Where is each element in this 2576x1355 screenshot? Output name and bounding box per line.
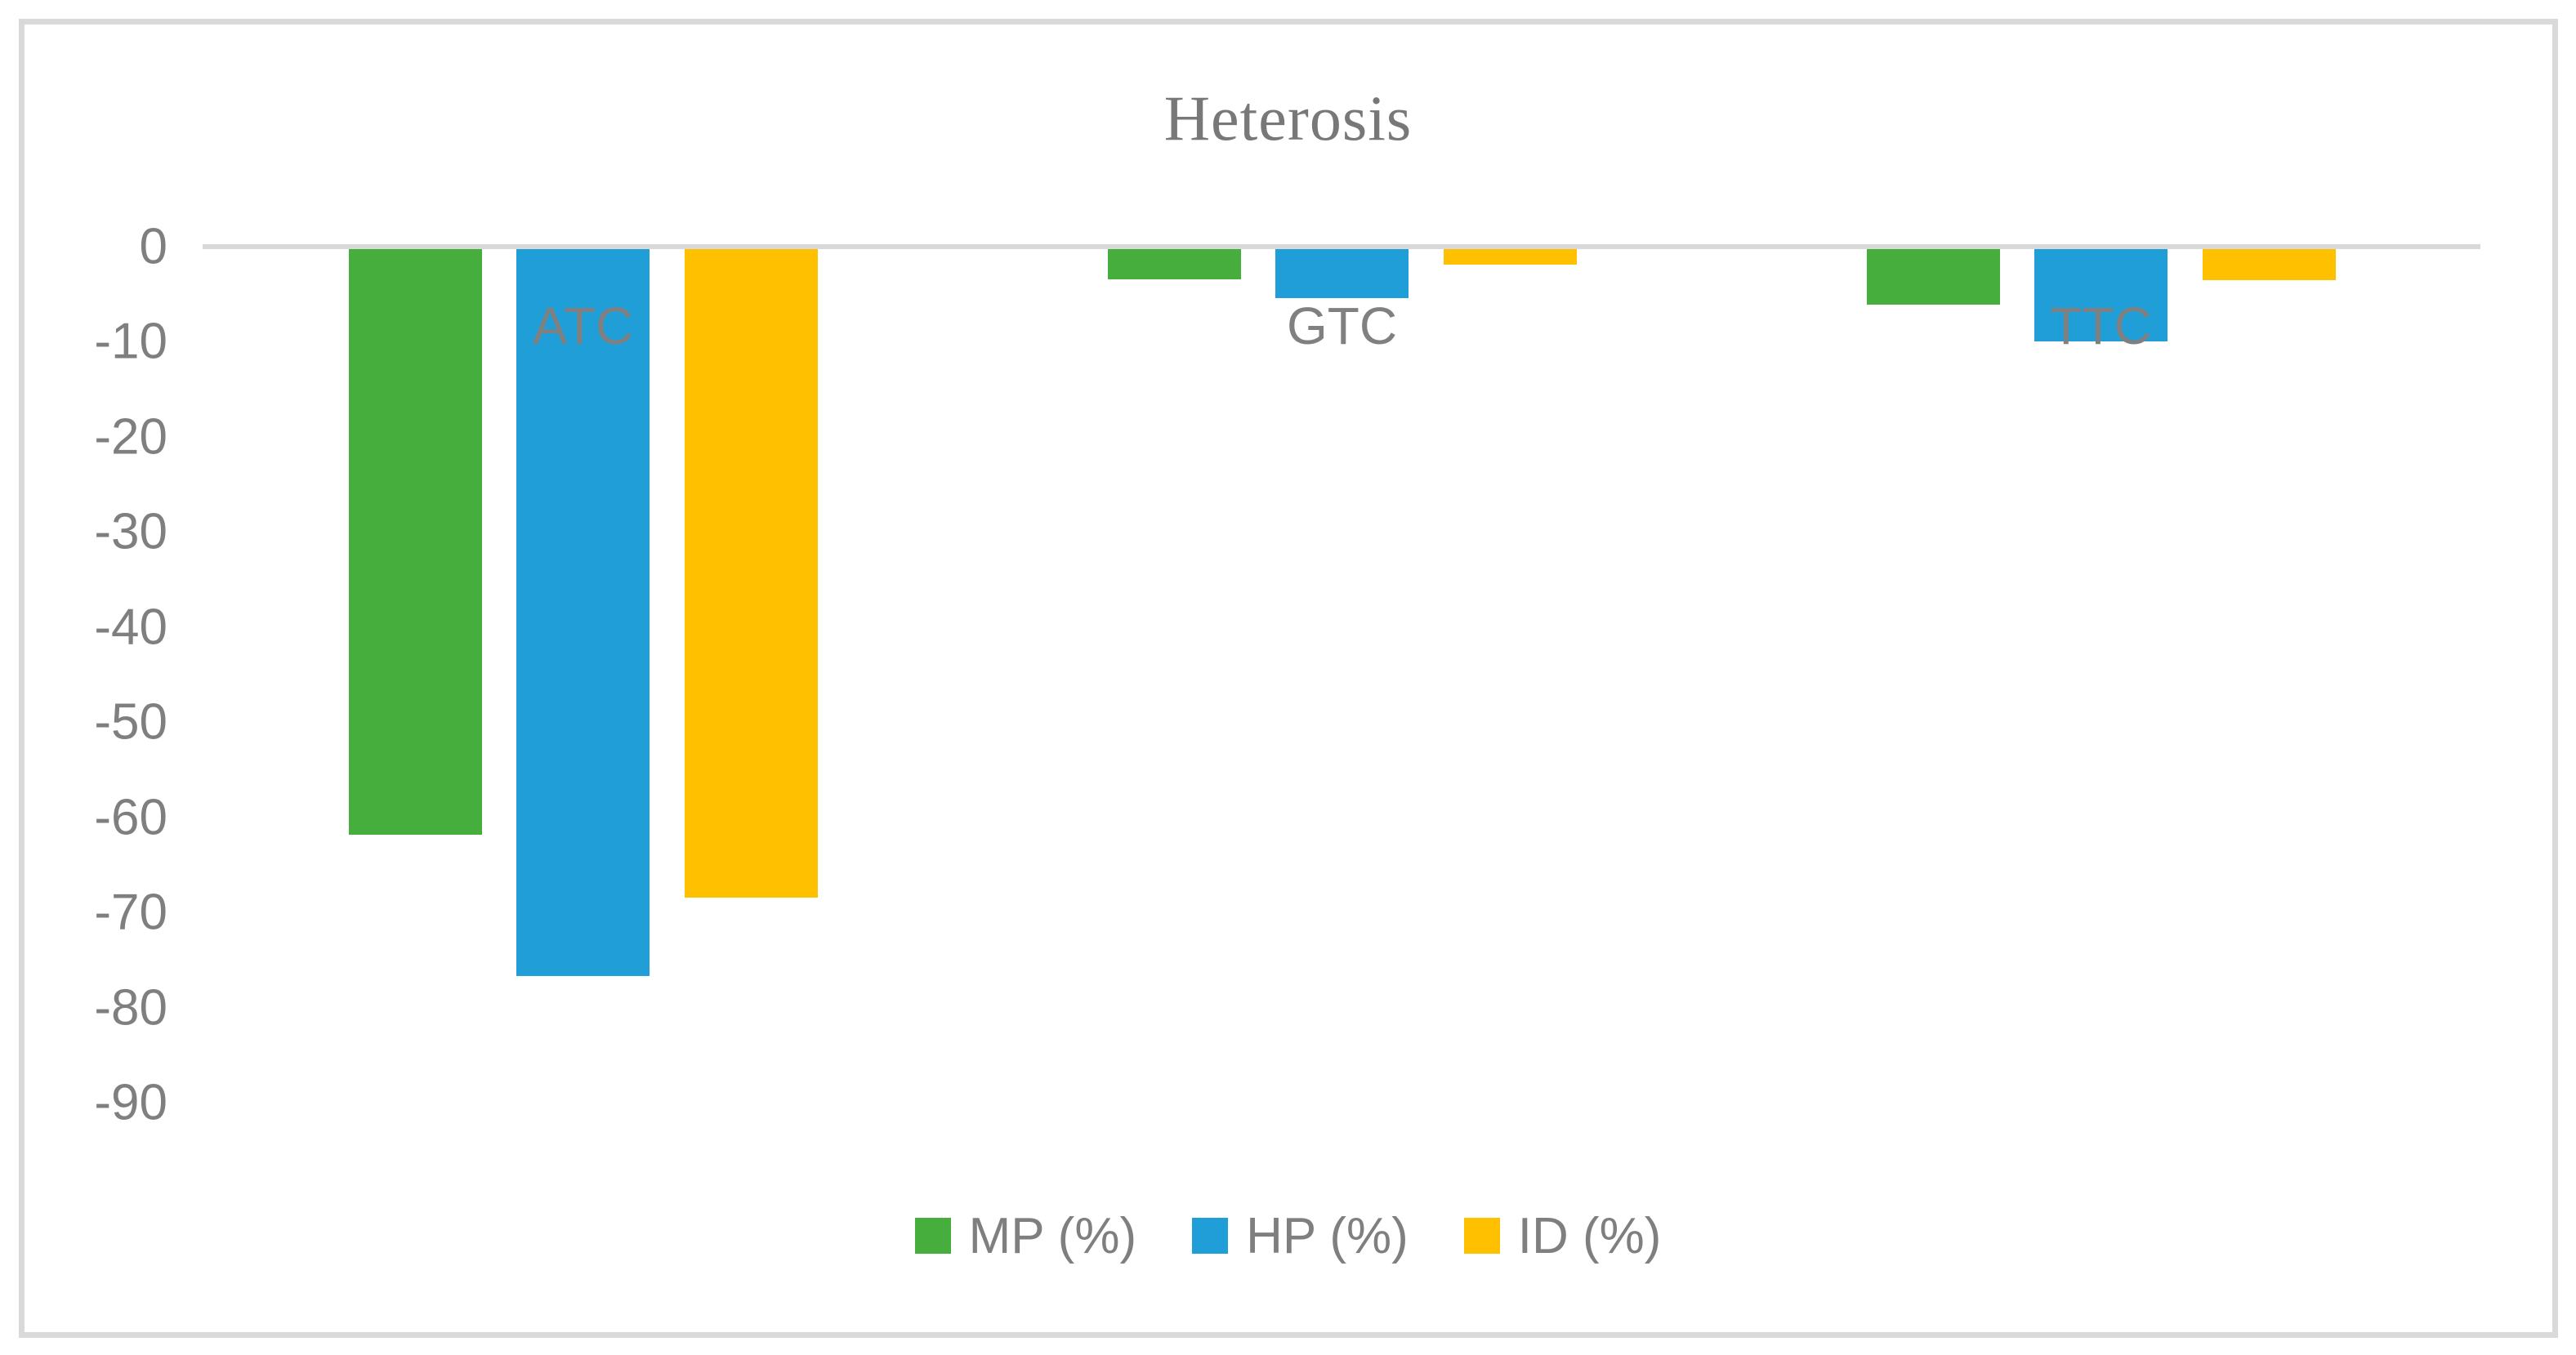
y-tick-label: 0: [139, 218, 167, 275]
legend-label: MP (%): [968, 1207, 1137, 1264]
legend-swatch-hp: [1192, 1218, 1229, 1254]
y-tick-label: -10: [94, 313, 167, 370]
y-tick-label: -80: [94, 979, 167, 1036]
legend-label: HP (%): [1246, 1207, 1409, 1264]
bar-gtc-mp: [1108, 249, 1241, 279]
legend-item-hp: HP (%): [1192, 1207, 1409, 1265]
legend-item-id: ID (%): [1463, 1207, 1662, 1265]
category-label-atc: ATC: [532, 296, 634, 355]
y-tick-label: -90: [94, 1074, 167, 1131]
bar-gtc-id: [1444, 249, 1577, 265]
zero-axis-line: [203, 244, 2480, 249]
y-tick-label: -30: [94, 503, 167, 560]
y-tick-label: -50: [94, 693, 167, 751]
category-label-gtc: GTC: [1286, 296, 1398, 355]
legend-swatch-id: [1463, 1218, 1500, 1254]
chart-title: Heterosis: [1163, 82, 1413, 154]
y-tick-label: -60: [94, 789, 167, 846]
bar-atc-id: [685, 249, 818, 898]
bar-ttc-id: [2203, 249, 2336, 280]
y-tick-label: -20: [94, 408, 167, 466]
chart-legend: MP (%) HP (%) ID (%): [0, 1208, 2576, 1264]
bar-gtc-hp: [1275, 249, 1409, 298]
legend-swatch-mp: [914, 1218, 951, 1254]
y-tick-label: -70: [94, 884, 167, 941]
y-tick-label: -40: [94, 599, 167, 656]
bar-ttc-hp: [2034, 249, 2168, 342]
bar-atc-hp: [516, 249, 650, 977]
bar-atc-mp: [349, 249, 482, 835]
legend-item-mp: MP (%): [914, 1207, 1137, 1265]
bar-ttc-mp: [1867, 249, 2000, 305]
legend-label: ID (%): [1517, 1207, 1662, 1264]
category-label-ttc: TTC: [2050, 296, 2152, 355]
